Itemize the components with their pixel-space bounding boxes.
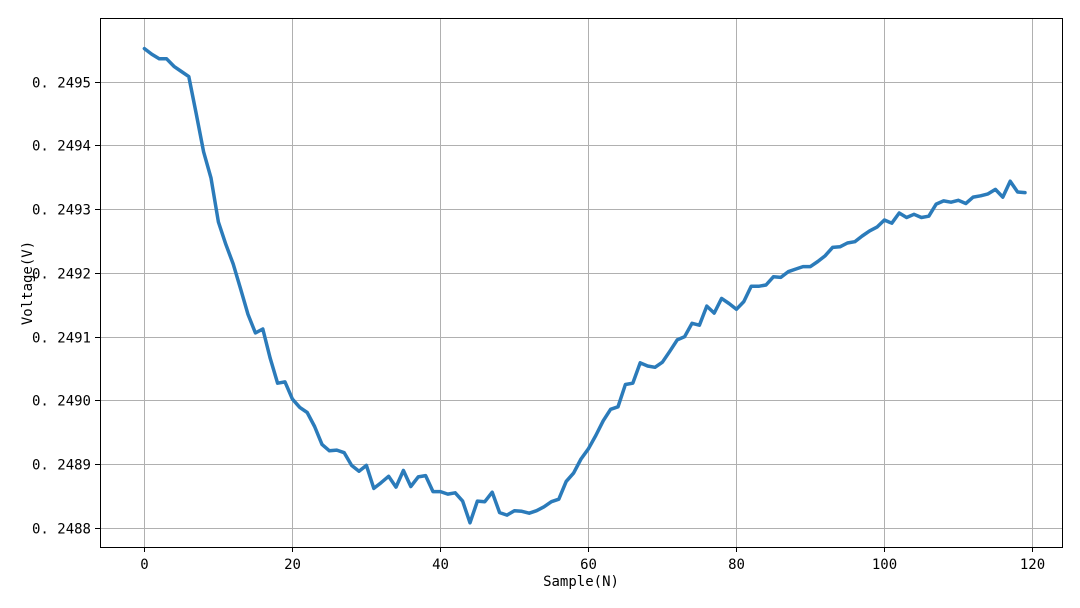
- y-tick-label: 0. 2488: [32, 522, 91, 538]
- x-tick-label: 0: [140, 557, 148, 573]
- x-tick-label: 40: [432, 557, 449, 573]
- y-tick-label: 0. 2492: [32, 267, 91, 283]
- y-tick-label: 0. 2489: [32, 458, 91, 474]
- y-tick-label: 0. 2495: [32, 76, 91, 92]
- x-axis-label: Sample(N): [543, 574, 619, 590]
- x-tick-label: 120: [1020, 557, 1045, 573]
- x-tick-label: 100: [872, 557, 897, 573]
- x-tick-label: 60: [580, 557, 597, 573]
- series-layer: [142, 46, 1027, 525]
- y-tick-label: 0. 2494: [32, 139, 91, 155]
- y-tick-label: 0. 2490: [32, 394, 91, 410]
- y-axis-label: Voltage(V): [20, 241, 36, 325]
- x-axis-ticks: 0 20 40 60 80 100 120: [140, 547, 1045, 573]
- x-tick-label: 20: [284, 557, 301, 573]
- plot-frame: [100, 18, 1063, 548]
- voltage-series-line: [142, 46, 1027, 525]
- y-axis-ticks: 0. 2488 0. 2489 0. 2490 0. 2491 0. 2492 0. 24…: [32, 76, 100, 538]
- y-tick-label: 0. 2491: [32, 331, 91, 347]
- x-tick-label: 80: [728, 557, 745, 573]
- y-tick-label: 0. 2493: [32, 203, 91, 219]
- grid-lines: [100, 18, 1062, 547]
